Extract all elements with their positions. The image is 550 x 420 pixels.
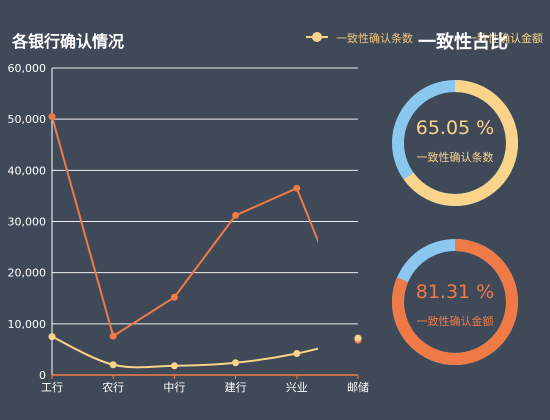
series-line (51, 116, 318, 338)
x-tick-label: 工行 (41, 381, 63, 394)
x-tick-label: 建行 (225, 380, 247, 394)
x-tick-label: 中行 (163, 381, 185, 394)
data-point (48, 113, 56, 121)
donut-amount-ring (392, 239, 518, 365)
legend-label-amount: 一致性确认金额 (466, 32, 543, 45)
series-line (51, 335, 318, 369)
y-tick-label: 50,000 (8, 113, 47, 126)
x-tick-label: 农行 (102, 380, 124, 394)
y-tick-label: 0 (39, 369, 46, 382)
data-point (170, 362, 178, 370)
legend-label-count: 一致性确认条数 (336, 32, 413, 45)
data-point (170, 293, 178, 301)
x-tick-label: 邮储 (347, 380, 369, 394)
chart-title: 各银行确认情况 (12, 32, 125, 51)
donut-count-ring (392, 80, 518, 206)
donut-amount: 81.31 % 一致性确认金额 (390, 237, 520, 367)
y-tick-label: 60,000 (8, 62, 47, 75)
data-point (293, 184, 301, 192)
y-tick-label: 10,000 (8, 318, 47, 331)
data-point (293, 350, 301, 358)
data-point (232, 211, 240, 219)
line-chart: 0 10,000 20,000 30,000 40,000 50,000 60,000 工行 农… (8, 62, 370, 394)
legend-swatch-dot (312, 32, 322, 42)
data-point (109, 361, 117, 369)
y-tick-label: 30,000 (8, 216, 47, 229)
x-tick-label: 兴业 (286, 381, 308, 394)
donut-count-label: 一致性确认条数 (416, 151, 494, 164)
donut-amount-percent: 81.31 % (415, 281, 495, 303)
data-point (48, 333, 56, 341)
donut-main-arc (392, 80, 518, 206)
donut-main-arc (392, 239, 518, 365)
y-tick-label: 20,000 (8, 267, 47, 280)
data-point (354, 334, 362, 342)
data-point (109, 332, 117, 340)
donut-count-percent: 65.05 % (415, 117, 495, 139)
data-point (232, 359, 240, 367)
donut-amount-label: 一致性确认金额 (416, 315, 494, 328)
y-tick-label: 40,000 (8, 164, 47, 177)
donut-count: 65.05 % 一致性确认条数 (390, 78, 520, 208)
ratio-title: 一致性占比 (418, 32, 508, 53)
